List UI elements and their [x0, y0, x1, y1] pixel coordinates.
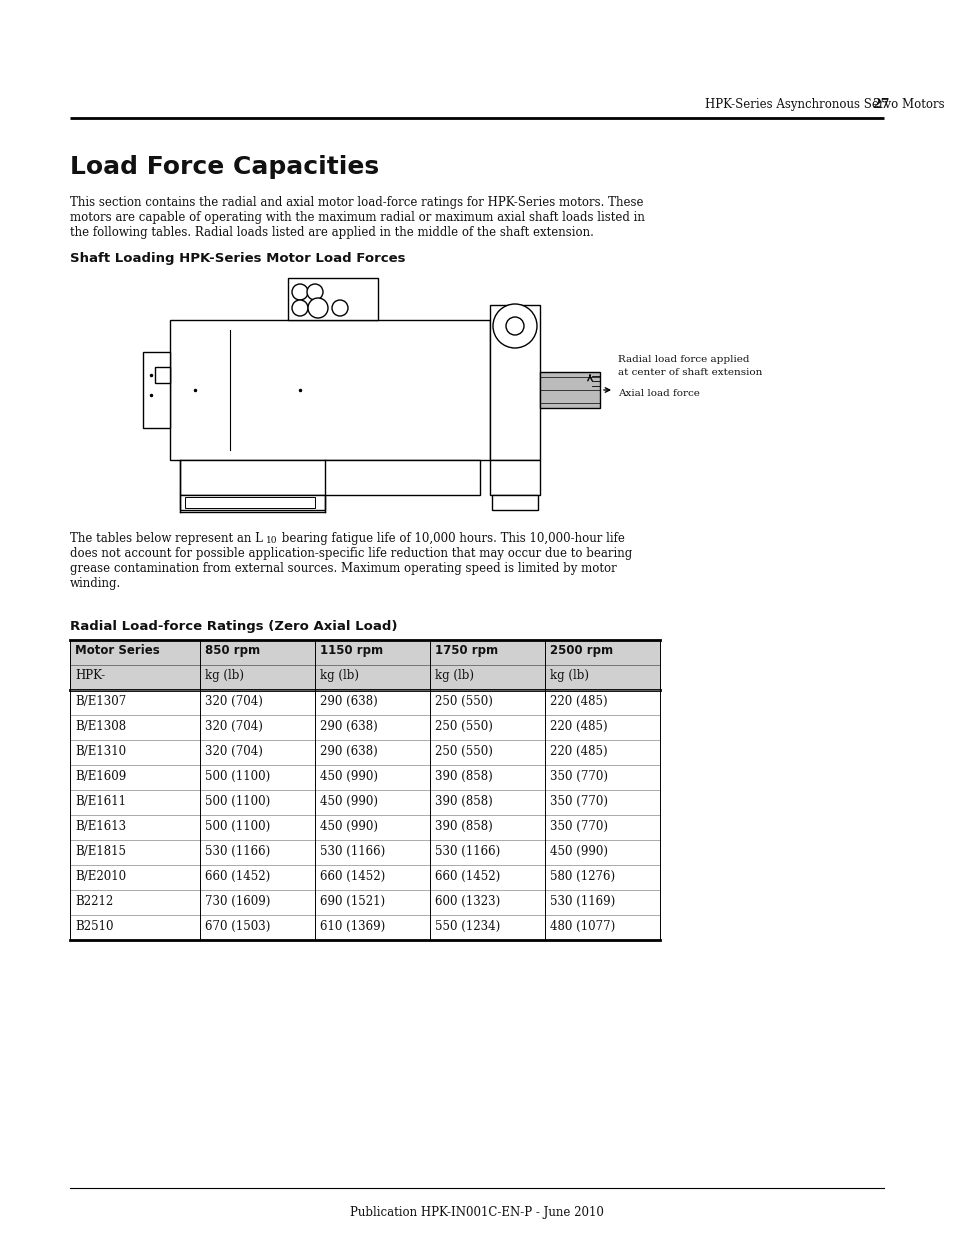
Text: 660 (1452): 660 (1452) [435, 869, 499, 883]
Text: 390 (858): 390 (858) [435, 769, 493, 783]
Text: B/E1310: B/E1310 [75, 745, 126, 758]
Circle shape [332, 300, 348, 316]
Text: kg (lb): kg (lb) [319, 669, 358, 682]
Bar [70, 640, 659, 664]
Text: 500 (1100): 500 (1100) [205, 769, 270, 783]
Bar [180, 495, 325, 510]
Text: Motor Series: Motor Series [75, 643, 159, 657]
Text: 320 (704): 320 (704) [205, 745, 263, 758]
Text: Radial load force applied: Radial load force applied [618, 354, 749, 364]
Text: 450 (990): 450 (990) [319, 769, 377, 783]
Text: 530 (1169): 530 (1169) [550, 895, 615, 908]
Circle shape [292, 300, 308, 316]
Bar [490, 459, 539, 495]
Text: B/E1613: B/E1613 [75, 820, 126, 832]
Circle shape [505, 317, 523, 335]
Text: 690 (1521): 690 (1521) [319, 895, 385, 908]
Text: motors are capable of operating with the maximum radial or maximum axial shaft l: motors are capable of operating with the… [70, 211, 644, 224]
Text: bearing fatigue life of 10,000 hours. This 10,000-hour life: bearing fatigue life of 10,000 hours. Th… [277, 532, 624, 545]
Text: 320 (704): 320 (704) [205, 695, 263, 708]
Text: 530 (1166): 530 (1166) [435, 845, 499, 858]
Circle shape [292, 284, 308, 300]
Text: Load Force Capacities: Load Force Capacities [70, 156, 378, 179]
Text: 1750 rpm: 1750 rpm [435, 643, 497, 657]
Text: at center of shaft extension: at center of shaft extension [618, 368, 761, 377]
Text: Shaft Loading HPK-Series Motor Load Forces: Shaft Loading HPK-Series Motor Load Forc… [70, 252, 405, 266]
Text: winding.: winding. [70, 577, 121, 590]
Bar [490, 305, 539, 459]
Text: The tables below represent an L: The tables below represent an L [70, 532, 263, 545]
Text: 250 (550): 250 (550) [435, 745, 493, 758]
Circle shape [493, 304, 537, 348]
Text: B/E1611: B/E1611 [75, 795, 126, 808]
Text: 350 (770): 350 (770) [550, 795, 607, 808]
Text: Axial load force: Axial load force [618, 389, 700, 399]
Text: B2510: B2510 [75, 920, 113, 932]
Text: 290 (638): 290 (638) [319, 695, 377, 708]
Bar [539, 372, 599, 408]
Circle shape [308, 298, 328, 317]
Text: does not account for possible application-specific life reduction that may occur: does not account for possible applicatio… [70, 547, 632, 559]
Text: 550 (1234): 550 (1234) [435, 920, 499, 932]
Text: 660 (1452): 660 (1452) [205, 869, 270, 883]
Text: 2500 rpm: 2500 rpm [550, 643, 613, 657]
Text: HPK-: HPK- [75, 669, 105, 682]
Text: B/E1609: B/E1609 [75, 769, 126, 783]
Text: 530 (1166): 530 (1166) [205, 845, 270, 858]
Text: B2212: B2212 [75, 895, 113, 908]
Text: Radial Load-force Ratings (Zero Axial Load): Radial Load-force Ratings (Zero Axial Lo… [70, 620, 397, 634]
Text: Publication HPK-IN001C-EN-P - June 2010: Publication HPK-IN001C-EN-P - June 2010 [350, 1207, 603, 1219]
Text: the following tables. Radial loads listed are applied in the middle of the shaft: the following tables. Radial loads liste… [70, 226, 594, 240]
Text: 350 (770): 350 (770) [550, 820, 607, 832]
Text: HPK-Series Asynchronous Servo Motors: HPK-Series Asynchronous Servo Motors [704, 98, 943, 111]
Text: B/E1815: B/E1815 [75, 845, 126, 858]
Text: 670 (1503): 670 (1503) [205, 920, 270, 932]
Text: 850 rpm: 850 rpm [205, 643, 260, 657]
Bar [154, 367, 170, 383]
Text: 450 (990): 450 (990) [319, 820, 377, 832]
Text: 390 (858): 390 (858) [435, 820, 493, 832]
Text: 660 (1452): 660 (1452) [319, 869, 385, 883]
Text: grease contamination from external sources. Maximum operating speed is limited b: grease contamination from external sourc… [70, 562, 616, 576]
Text: kg (lb): kg (lb) [550, 669, 588, 682]
Text: 390 (858): 390 (858) [435, 795, 493, 808]
Text: 600 (1323): 600 (1323) [435, 895, 499, 908]
Text: 530 (1166): 530 (1166) [319, 845, 385, 858]
Text: 450 (990): 450 (990) [319, 795, 377, 808]
Text: 450 (990): 450 (990) [550, 845, 607, 858]
Text: 290 (638): 290 (638) [319, 720, 377, 734]
Bar [492, 495, 537, 510]
Bar [288, 278, 377, 320]
Text: This section contains the radial and axial motor load-force ratings for HPK-Seri: This section contains the radial and axi… [70, 196, 643, 209]
Text: 250 (550): 250 (550) [435, 720, 493, 734]
Bar [180, 459, 479, 495]
Text: 220 (485): 220 (485) [550, 745, 607, 758]
Text: 480 (1077): 480 (1077) [550, 920, 615, 932]
Text: 320 (704): 320 (704) [205, 720, 263, 734]
Text: B/E2010: B/E2010 [75, 869, 126, 883]
Text: 350 (770): 350 (770) [550, 769, 607, 783]
Text: kg (lb): kg (lb) [435, 669, 474, 682]
Text: 220 (485): 220 (485) [550, 695, 607, 708]
Text: kg (lb): kg (lb) [205, 669, 244, 682]
Text: 10: 10 [266, 536, 277, 545]
Text: 500 (1100): 500 (1100) [205, 820, 270, 832]
Text: 290 (638): 290 (638) [319, 745, 377, 758]
Text: 220 (485): 220 (485) [550, 720, 607, 734]
Text: 27: 27 [871, 98, 888, 111]
Bar [185, 496, 314, 508]
Circle shape [307, 284, 323, 300]
Text: 250 (550): 250 (550) [435, 695, 493, 708]
Text: 610 (1369): 610 (1369) [319, 920, 385, 932]
Text: 580 (1276): 580 (1276) [550, 869, 615, 883]
Text: 500 (1100): 500 (1100) [205, 795, 270, 808]
Bar [143, 352, 170, 429]
Bar [70, 664, 659, 690]
Text: B/E1308: B/E1308 [75, 720, 126, 734]
Bar [170, 320, 490, 459]
Text: 730 (1609): 730 (1609) [205, 895, 270, 908]
Text: B/E1307: B/E1307 [75, 695, 126, 708]
Text: 1150 rpm: 1150 rpm [319, 643, 383, 657]
